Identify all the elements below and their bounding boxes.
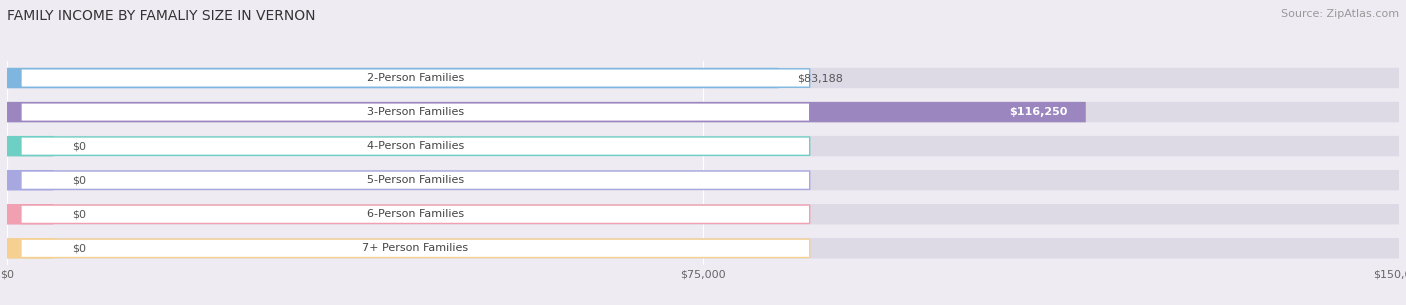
FancyBboxPatch shape	[7, 68, 779, 88]
FancyBboxPatch shape	[21, 69, 810, 87]
FancyBboxPatch shape	[7, 102, 1399, 122]
FancyBboxPatch shape	[21, 171, 810, 189]
FancyBboxPatch shape	[7, 170, 53, 190]
FancyBboxPatch shape	[21, 239, 810, 257]
FancyBboxPatch shape	[21, 205, 810, 224]
FancyBboxPatch shape	[7, 204, 53, 224]
Text: Source: ZipAtlas.com: Source: ZipAtlas.com	[1281, 9, 1399, 19]
FancyBboxPatch shape	[7, 136, 1399, 156]
FancyBboxPatch shape	[7, 102, 1085, 122]
Text: 6-Person Families: 6-Person Families	[367, 209, 464, 219]
Text: 4-Person Families: 4-Person Families	[367, 141, 464, 151]
FancyBboxPatch shape	[7, 204, 1399, 224]
Text: 7+ Person Families: 7+ Person Families	[363, 243, 468, 253]
Text: 3-Person Families: 3-Person Families	[367, 107, 464, 117]
FancyBboxPatch shape	[21, 137, 810, 155]
Text: FAMILY INCOME BY FAMALIY SIZE IN VERNON: FAMILY INCOME BY FAMALIY SIZE IN VERNON	[7, 9, 315, 23]
Text: $0: $0	[72, 209, 86, 219]
Text: $83,188: $83,188	[797, 73, 844, 83]
Text: $0: $0	[72, 175, 86, 185]
Text: $116,250: $116,250	[1010, 107, 1067, 117]
FancyBboxPatch shape	[7, 170, 1399, 190]
Text: $0: $0	[72, 243, 86, 253]
FancyBboxPatch shape	[7, 238, 53, 259]
Text: 2-Person Families: 2-Person Families	[367, 73, 464, 83]
FancyBboxPatch shape	[21, 103, 810, 121]
FancyBboxPatch shape	[7, 136, 53, 156]
Text: $0: $0	[72, 141, 86, 151]
FancyBboxPatch shape	[7, 68, 1399, 88]
FancyBboxPatch shape	[7, 238, 1399, 259]
Text: 5-Person Families: 5-Person Families	[367, 175, 464, 185]
